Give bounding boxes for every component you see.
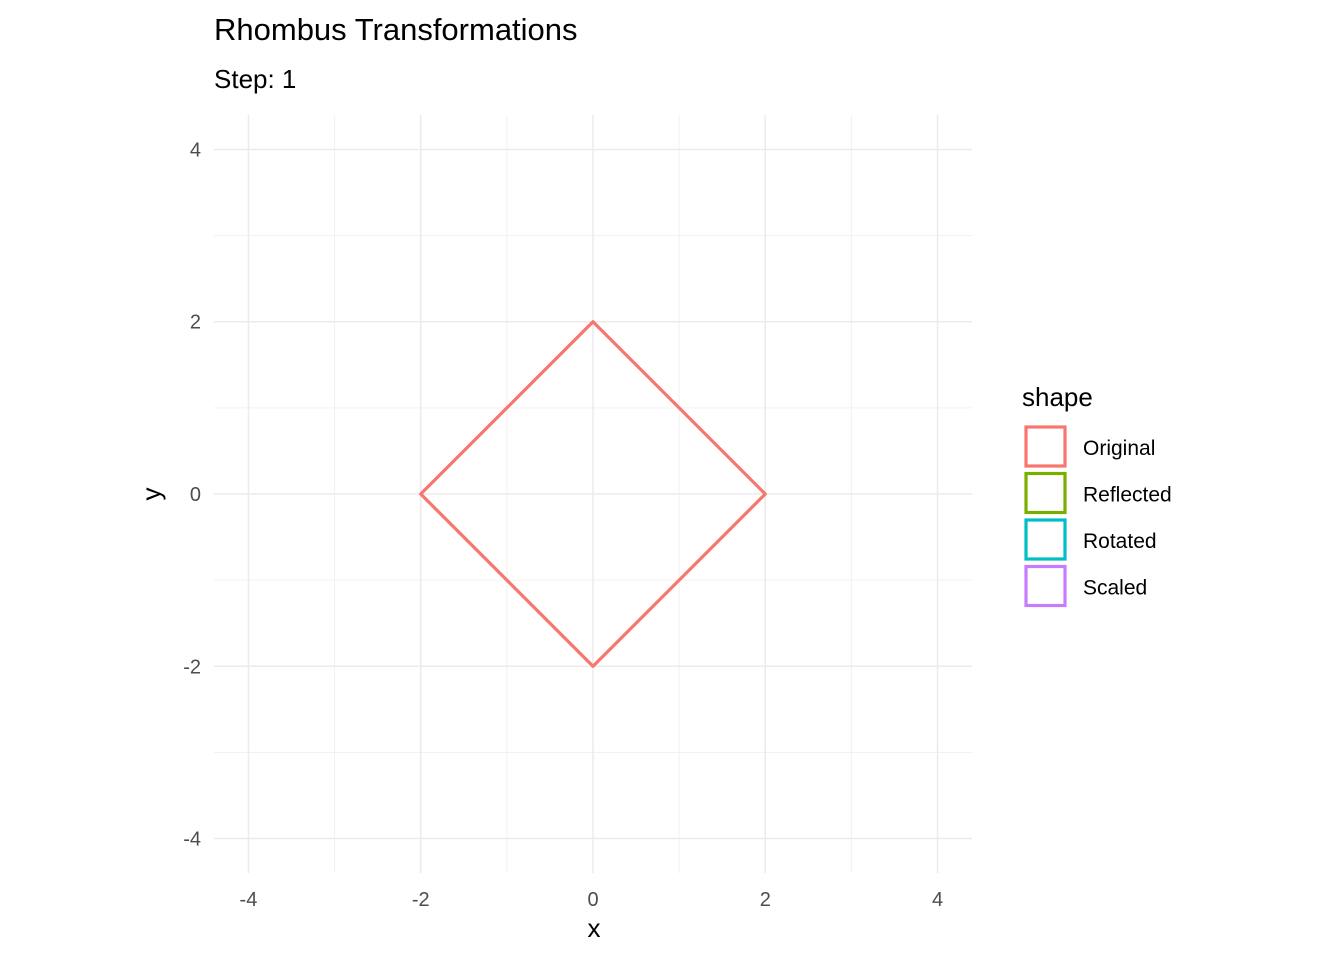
- legend-item-original: Original: [1024, 425, 1155, 468]
- x-tick-label: 2: [760, 889, 771, 911]
- chart-title: Rhombus Transformations: [214, 12, 578, 47]
- x-tick-label: 0: [587, 889, 598, 911]
- legend-item-reflected: Reflected: [1024, 471, 1172, 515]
- legend-items: Original Reflected Rotated Scaled: [1024, 425, 1172, 608]
- y-axis-tick-labels: -4 -2 0 2 4: [183, 139, 201, 850]
- plot-grid: [214, 115, 972, 873]
- x-tick-label: 4: [932, 889, 943, 911]
- legend-title: shape: [1022, 382, 1093, 412]
- legend-item-rotated: Rotated: [1024, 518, 1157, 561]
- y-axis-title: y: [136, 488, 166, 501]
- y-tick-label: 0: [190, 484, 201, 506]
- legend-key: [1024, 425, 1067, 468]
- legend-label: Scaled: [1083, 577, 1147, 600]
- y-tick-label: -4: [183, 829, 201, 851]
- x-axis-title: x: [588, 913, 601, 943]
- legend-key: [1024, 518, 1067, 561]
- legend-label: Reflected: [1083, 484, 1172, 507]
- legend-key: [1024, 471, 1067, 515]
- chart-subtitle: Step: 1: [214, 64, 296, 94]
- x-tick-label: -2: [412, 889, 430, 911]
- x-tick-label: -4: [240, 889, 258, 911]
- legend-item-scaled: Scaled: [1024, 564, 1147, 608]
- legend-label: Original: [1083, 437, 1155, 460]
- y-tick-label: 4: [190, 139, 201, 161]
- y-tick-label: -2: [183, 656, 201, 678]
- y-tick-label: 2: [190, 312, 201, 334]
- x-axis-tick-labels: -4 -2 0 2 4: [240, 889, 944, 911]
- legend: shape Original Reflected Rotated Scaled: [1022, 382, 1172, 608]
- legend-key: [1024, 564, 1067, 608]
- legend-label: Rotated: [1083, 530, 1157, 553]
- plot-series: [419, 320, 767, 668]
- series-original-outline: [419, 320, 767, 668]
